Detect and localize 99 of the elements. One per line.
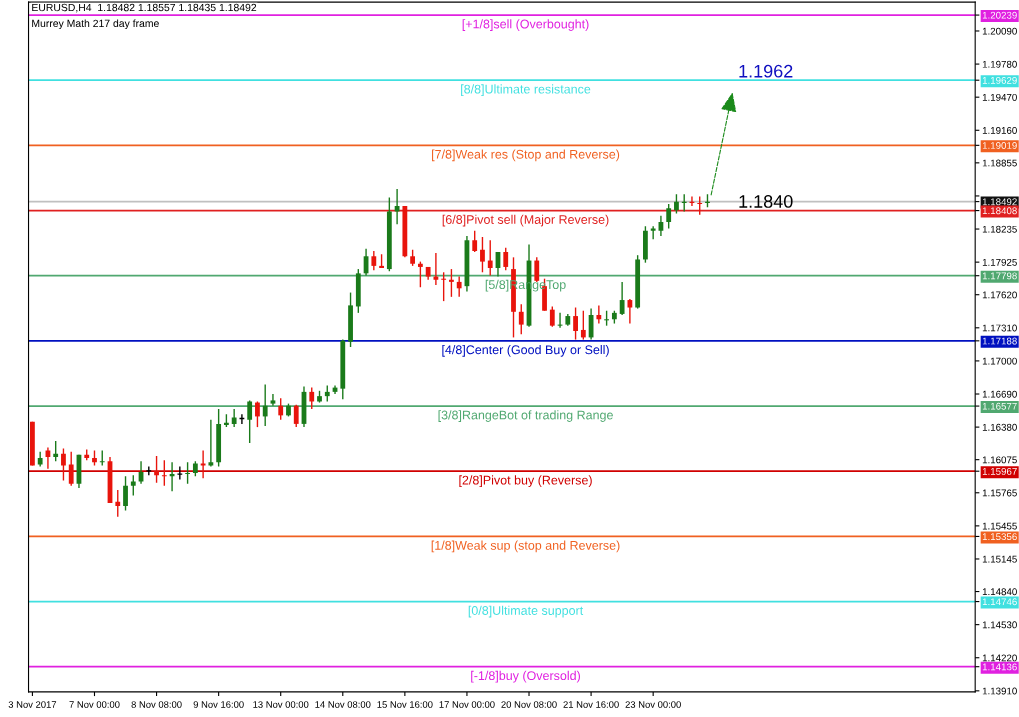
candlestick — [456, 275, 462, 298]
candlestick — [518, 303, 524, 335]
ref-line-label: [7/8]Weak res (Stop and Reverse) — [432, 149, 620, 162]
candlestick — [185, 461, 191, 485]
y-tick-label: 1.15356 — [982, 533, 1017, 541]
candlestick — [441, 271, 447, 302]
ref-line-label: [+1/8]sell (Overbought) — [462, 19, 589, 31]
candlestick — [480, 236, 485, 273]
y-tick-label: 1.17000 — [982, 357, 1017, 365]
y-tick-label: 1.15145 — [982, 555, 1017, 563]
y-tick-label: 1.14840 — [982, 588, 1017, 596]
candlestick — [231, 408, 237, 428]
candlestick — [697, 195, 703, 216]
candlestick — [115, 489, 121, 518]
y-tick-label: 1.19019 — [982, 142, 1017, 149]
candlestick — [394, 188, 400, 225]
candlestick — [666, 203, 672, 230]
ref-line-label: [1/8]Weak sup (stop and Reverse) — [431, 540, 620, 553]
ref-line-label: [6/8]Pivot sell (Major Reverse) — [442, 214, 609, 227]
ref-line-label: [8/8]Ultimate resistance — [461, 84, 591, 97]
y-tick-label: 1.19160 — [982, 127, 1017, 134]
y-tick-label: 1.14530 — [982, 621, 1017, 629]
y-tick-label: 1.19629 — [982, 76, 1017, 84]
y-tick-label: 1.19780 — [982, 60, 1017, 68]
text: Murrey Math 217 day frame — [32, 19, 159, 30]
candlestick — [200, 449, 206, 480]
candlestick — [433, 252, 439, 286]
y-tick-label: 1.17188 — [982, 337, 1017, 345]
candlestick — [627, 298, 633, 325]
candlestick — [123, 475, 128, 512]
candlestick — [247, 399, 253, 444]
x-tick-label: 13 Nov 00:00 — [253, 701, 309, 708]
candlestick — [278, 397, 284, 421]
y-tick-label: 1.18492 — [982, 198, 1017, 206]
candlestick — [208, 418, 214, 468]
candlestick — [573, 306, 578, 341]
candlestick — [53, 440, 59, 462]
y-tick-label: 1.17798 — [982, 272, 1017, 280]
candlestick — [503, 247, 509, 271]
x-tick-label: 23 Nov 00:00 — [625, 701, 681, 708]
x-tick-label: 21 Nov 16:00 — [563, 701, 619, 708]
y-tick-label: 1.16690 — [982, 390, 1017, 398]
ref-line-label: [0/8]Ultimate support — [468, 605, 584, 618]
candlestick — [270, 393, 276, 407]
x-tick-label: 8 Nov 08:00 — [131, 701, 182, 708]
y-tick-label: 1.14136 — [982, 663, 1017, 671]
y-tick-label: 1.14220 — [982, 654, 1017, 662]
y-tick-label: 1.17310 — [982, 324, 1017, 332]
candlestick — [371, 250, 377, 271]
ref-line-label: [4/8]Center (Good Buy or Sell) — [442, 345, 609, 357]
candlestick — [417, 260, 423, 288]
x-tick-label: 9 Nov 16:00 — [193, 701, 244, 708]
candlestick — [472, 229, 478, 253]
y-tick-label: 1.15765 — [982, 489, 1017, 497]
candlestick — [580, 310, 586, 341]
candlestick — [449, 268, 454, 298]
chart-title: EURUSD,H4 1.18482 1.18557 1.18435 1.18492 — [32, 3, 257, 13]
y-tick-label: 1.15455 — [982, 522, 1017, 530]
candlestick — [650, 225, 656, 240]
candlestick — [487, 239, 493, 277]
y-tick-label: 1.17925 — [982, 258, 1017, 266]
candlestick — [130, 474, 136, 497]
candlestick — [61, 447, 66, 482]
x-tick-label: 15 Nov 16:00 — [377, 701, 433, 708]
y-tick-label: 1.16380 — [982, 423, 1017, 431]
y-tick-label: 1.13910 — [982, 687, 1017, 695]
candlestick — [619, 281, 625, 316]
x-tick-label: 7 Nov 00:00 — [69, 701, 120, 708]
x-tick-label: 17 Nov 00:00 — [439, 701, 495, 708]
y-tick-label: 1.18235 — [982, 225, 1017, 233]
candlestick — [154, 455, 159, 484]
y-tick-label: 1.14746 — [982, 598, 1017, 606]
y-tick-label: 1.20239 — [982, 11, 1017, 19]
ref-line-label: [-1/8]buy (Oversold) — [471, 670, 580, 683]
x-tick-label: 20 Nov 08:00 — [501, 701, 557, 708]
y-tick-label: 1.15967 — [982, 467, 1017, 475]
y-tick-label: 1.20090 — [982, 27, 1017, 35]
x-tick-label: 14 Nov 08:00 — [315, 701, 371, 708]
x-tick-label: 3 Nov 2017 — [8, 701, 57, 708]
candlestick — [596, 304, 602, 325]
candlestick — [176, 465, 183, 481]
y-tick-label: 1.16577 — [982, 402, 1017, 410]
candlestick — [262, 383, 268, 427]
y-tick-label: 1.18408 — [982, 207, 1017, 215]
annotation: 1.1962 — [739, 64, 793, 78]
candlestick — [255, 400, 260, 428]
candlestick — [68, 450, 74, 487]
candlestick — [293, 403, 299, 428]
ref-line-label: [2/8]Pivot buy (Reverse) — [459, 475, 592, 488]
annotation: 1.1840 — [739, 195, 793, 208]
y-tick-label: 1.16075 — [982, 456, 1017, 464]
candlestick — [674, 193, 679, 215]
candlestick — [549, 305, 555, 328]
ref-line-label: [3/8]RangeBot of trading Range — [438, 410, 613, 422]
candlestick — [309, 386, 315, 410]
y-tick-label: 1.17620 — [982, 291, 1017, 299]
y-tick-label: 1.18855 — [982, 159, 1017, 167]
candlestick — [161, 459, 167, 487]
y-tick-label: 1.19470 — [982, 93, 1017, 101]
